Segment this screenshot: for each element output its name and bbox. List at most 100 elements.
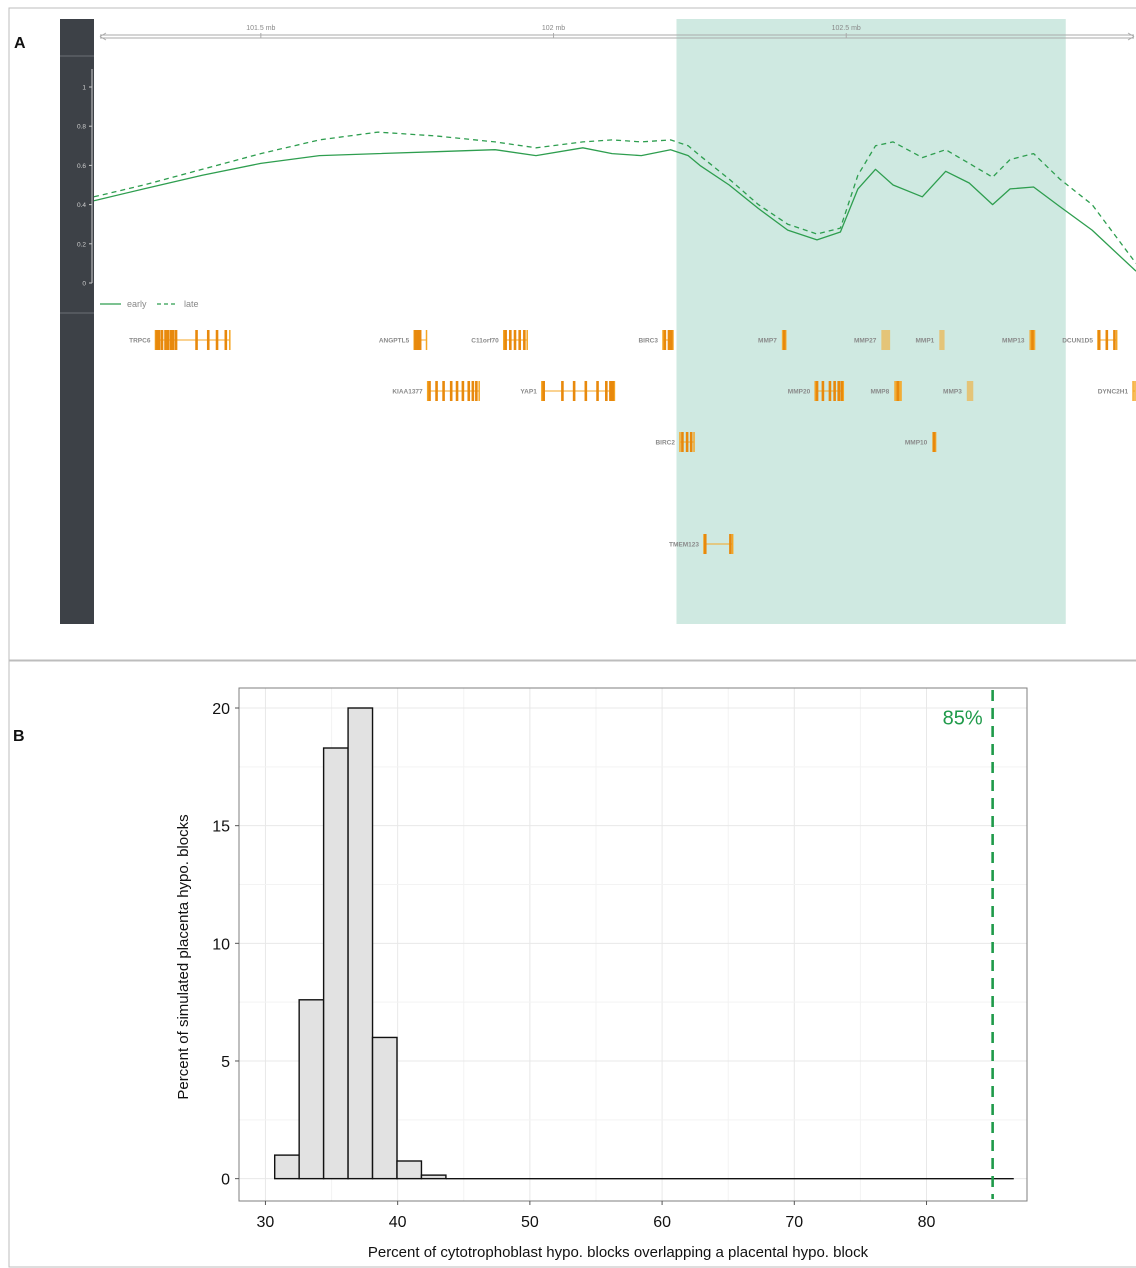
histogram-bar [298, 999, 325, 1180]
histogram-bars [273, 707, 1014, 1180]
gene-exon [509, 330, 512, 350]
legend-label-early: early [127, 299, 147, 309]
gene-exon [729, 534, 732, 554]
y-tick-label: 10 [212, 936, 230, 953]
genome-axis-arrows [99, 32, 1135, 41]
legend-label-late: late [184, 299, 199, 309]
genome-ticks: 101.5 mb 102 mb 102.5 mb [246, 25, 861, 38]
track-y-tick-label: 0.4 [77, 202, 86, 209]
gene-exon [504, 330, 507, 350]
gene-exon [416, 330, 420, 350]
gene-exon [561, 381, 564, 401]
track-name-panel [60, 19, 94, 624]
gene-exon [164, 330, 167, 350]
gene-exon [1031, 330, 1034, 350]
gene-exon [195, 330, 198, 350]
gene-mmp8: MMP8 [870, 381, 902, 401]
gene-exon [667, 330, 671, 350]
gene-label: MMP7 [758, 338, 777, 345]
panel-b-frame [8, 660, 1136, 1268]
gene-exon [609, 381, 612, 401]
gene-exon [428, 381, 431, 401]
gene-body [966, 381, 974, 401]
gene-exon [166, 330, 170, 350]
gene-label: MMP10 [905, 440, 928, 447]
gene-label: BIRC3 [638, 338, 658, 345]
gene-exon [611, 381, 615, 401]
gene-exon [513, 330, 517, 350]
panel-b-label: B [13, 728, 25, 745]
gene-mmp13: MMP13 [1002, 330, 1036, 350]
x-tick-label: 40 [389, 1214, 407, 1231]
gene-label: ANGPTL5 [379, 338, 410, 345]
track-y-tick-label: 0.6 [77, 163, 86, 170]
genome-tick-label: 102 mb [542, 25, 565, 32]
gene-trpc6: TRPC6 [129, 330, 231, 350]
histogram-x-axis-label: Percent of cytotrophoblast hypo. blocks … [368, 1244, 869, 1261]
x-tick-label: 50 [521, 1214, 539, 1231]
gene-birc3: BIRC3 [638, 330, 674, 350]
y-tick-label: 20 [212, 701, 230, 718]
gene-exon [171, 330, 175, 350]
gene-exon [828, 381, 832, 401]
gene-exon [435, 381, 438, 401]
histogram-bar [420, 1174, 447, 1180]
gene-exon [840, 381, 843, 401]
gene-exon [605, 381, 608, 401]
track-y-tick-label: 0.2 [77, 241, 86, 248]
gene-mmp7: MMP7 [758, 330, 787, 350]
gene-label: MMP3 [943, 389, 962, 396]
gene-exon [782, 330, 786, 350]
gene-exon [449, 381, 453, 401]
gene-exon [160, 330, 164, 350]
gene-tmem123: TMEM123 [669, 534, 734, 554]
gene-exon [689, 432, 693, 452]
gene-kiaa1377: KIAA1377 [392, 381, 480, 401]
gene-exon [703, 534, 707, 554]
gene-exon [169, 330, 173, 350]
track-lines [93, 131, 1136, 272]
x-tick-label: 80 [918, 1214, 936, 1231]
gene-label: DCUN1D5 [1062, 338, 1093, 345]
genome-tick-label: 101.5 mb [246, 25, 275, 32]
gene-label: C11orf70 [471, 338, 499, 345]
gene-mmp10: MMP10 [905, 432, 937, 452]
reference-line-label: 85% [943, 707, 983, 729]
series-line-late [93, 131, 1136, 264]
gene-exon [815, 381, 819, 401]
gene-exon [1113, 330, 1116, 350]
genome-tick-label: 102.5 mb [832, 25, 861, 32]
gene-angptl5: ANGPTL5 [379, 330, 428, 350]
gene-exon [542, 381, 545, 401]
gene-exon [471, 381, 475, 401]
gene-label: YAP1 [520, 389, 537, 396]
gene-yap1: YAP1 [520, 381, 616, 401]
gene-exon [663, 330, 667, 350]
histogram-y-axis-label: Percent of simulated placenta hypo. bloc… [175, 814, 192, 1099]
panel-a-label: A [14, 35, 26, 52]
histogram-bar [273, 1154, 300, 1180]
histogram-bar [347, 707, 374, 1180]
highlight-region [676, 19, 1066, 624]
gene-exon [681, 432, 684, 452]
panel-a: A 101.5 mb 102 mb 102.5 mb 10.80.60.40.20 … [8, 7, 1136, 661]
gene-label: TMEM123 [669, 542, 699, 549]
gene-exon [174, 330, 178, 350]
gene-exon [896, 381, 900, 401]
genome-axis: 101.5 mb 102 mb 102.5 mb [99, 25, 1135, 41]
track-legend: early late [100, 299, 199, 309]
gene-mmp20: MMP20 [788, 381, 845, 401]
gene-exon [523, 330, 526, 350]
track-y-axis: 1 0.8 0.6 0.4 0.2 0 [77, 69, 93, 288]
gene-dcun1d5: DCUN1D5 [1062, 330, 1118, 350]
gene-mmp3: MMP3 [943, 381, 974, 401]
histogram-plot-border [238, 687, 1028, 1202]
gene-exon [224, 330, 228, 350]
gene-exon [215, 330, 219, 350]
histogram-axes: 30 40 50 60 70 80 0 5 10 15 20 [212, 701, 935, 1231]
gene-label: MMP13 [1002, 338, 1025, 345]
gene-exon [461, 381, 465, 401]
panel-b: B 85% 30 40 50 60 70 80 0 5 10 15 20 Percent of cy… [8, 660, 1136, 1268]
y-tick-label: 0 [221, 1172, 230, 1189]
track-y-tick-label: 1 [82, 85, 86, 92]
